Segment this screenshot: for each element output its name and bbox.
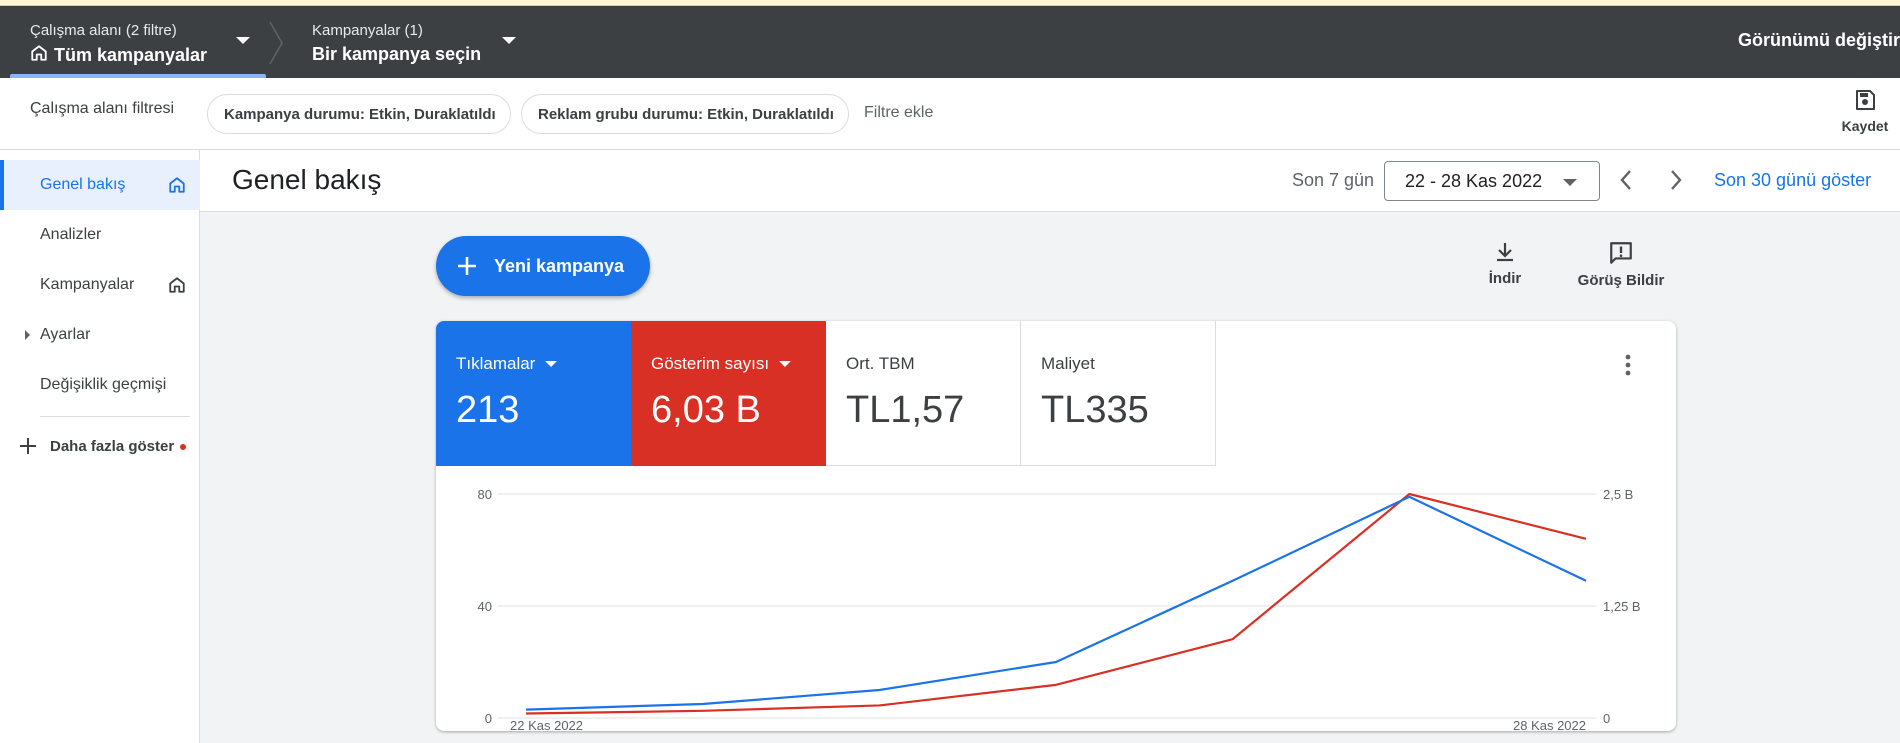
home-icon <box>30 44 48 67</box>
y-left-tick-label: 40 <box>478 599 492 614</box>
more-vert-icon[interactable] <box>1624 353 1632 377</box>
feedback-button[interactable]: Görüş Bildir <box>1566 240 1676 289</box>
show-30-days-link[interactable]: Son 30 günü göster <box>1714 170 1872 190</box>
workspace-selector[interactable]: Çalışma alanı (2 filtre) Tüm kampanyalar <box>10 6 266 78</box>
page-title: Genel bakış <box>232 164 382 195</box>
metric-impressions[interactable]: Gösterim sayısı 6,03 B <box>631 321 826 466</box>
chevron-right-icon[interactable] <box>1668 168 1684 192</box>
metric-name: Maliyet <box>1041 354 1095 373</box>
download-label: İndir <box>1488 270 1522 287</box>
chevron-down-icon <box>236 37 250 44</box>
performance-card: Tıklamalar 213 Gösterim sayısı 6,03 B Or… <box>436 321 1676 731</box>
sidebar-item-change-history[interactable]: Değişiklik geçmişi <box>0 360 200 410</box>
breadcrumb-separator-icon <box>269 21 283 65</box>
y-left-tick-label: 0 <box>485 711 492 726</box>
series-line <box>525 492 1587 715</box>
caret-down-icon <box>545 361 558 367</box>
y-right-tick-label: 0 <box>1603 711 1610 726</box>
y-left-tick-label: 80 <box>478 487 492 502</box>
metric-cost[interactable]: Maliyet TL335 <box>1021 321 1216 466</box>
date-range-select[interactable]: 22 - 28 Kas 2022 <box>1384 161 1600 201</box>
expand-arrow-icon <box>25 330 30 340</box>
workspace-subtitle: Çalışma alanı (2 filtre) <box>30 22 177 39</box>
home-icon <box>168 276 186 299</box>
page-header: Genel bakış Son 7 gün 22 - 28 Kas 2022 S… <box>200 150 1900 212</box>
plus-icon <box>20 438 36 454</box>
sidebar-item-label: Genel bakış <box>40 176 126 193</box>
date-range-label: Son 7 gün <box>1292 170 1375 190</box>
feedback-icon <box>1610 242 1632 264</box>
filter-label: Çalışma alanı filtresi <box>30 100 175 117</box>
add-filter-button[interactable]: Filtre ekle <box>864 104 934 121</box>
new-campaign-button[interactable]: Yeni kampanya <box>436 236 650 296</box>
campaign-subtitle: Kampanyalar (1) <box>312 22 423 39</box>
workspace-title-text: Tüm kampanyalar <box>54 45 208 65</box>
series-line <box>525 495 1587 711</box>
chevron-down-icon <box>1563 179 1577 186</box>
chevron-left-icon[interactable] <box>1618 168 1634 192</box>
sidebar-item-label: Kampanyalar <box>40 276 135 293</box>
top-strip <box>0 0 1900 6</box>
save-button[interactable]: Kaydet <box>1830 88 1900 144</box>
save-icon <box>1856 90 1875 110</box>
metric-value: TL1,57 <box>846 389 965 431</box>
sidebar-item-overview[interactable]: Genel bakış <box>0 160 200 210</box>
download-icon <box>1497 243 1513 262</box>
save-label: Kaydet <box>1841 118 1889 134</box>
metric-value: 213 <box>456 389 520 431</box>
metric-clicks[interactable]: Tıklamalar 213 <box>436 321 631 466</box>
metric-avg-cpc[interactable]: Ort. TBM TL1,57 <box>826 321 1021 466</box>
y-right-tick-label: 2,5 B <box>1603 487 1633 502</box>
adgroup-status-chip[interactable]: Reklam grubu durumu: Etkin, Duraklatıldı <box>521 94 849 134</box>
sidebar-divider <box>40 416 190 417</box>
metric-name: Gösterim sayısı <box>651 354 792 374</box>
performance-chart: 0 40 80 0 1,25 B 2,5 B 22 Kas 2022 28 Kas 2022 <box>478 487 1641 731</box>
plus-icon <box>458 257 476 275</box>
sidebar-item-settings[interactable]: Ayarlar <box>0 310 200 360</box>
active-underline <box>10 74 266 78</box>
sidebar-item-label: Ayarlar <box>40 326 91 343</box>
metric-value: 6,03 B <box>651 389 761 431</box>
feedback-label: Görüş Bildir <box>1577 272 1665 289</box>
campaign-title-text: Bir kampanya seçin <box>312 44 482 64</box>
metric-name-text: Tıklamalar <box>456 354 536 373</box>
metric-name: Tıklamalar <box>456 354 558 374</box>
download-button[interactable]: İndir <box>1480 240 1530 287</box>
show-more-button[interactable]: Daha fazla göster <box>0 422 200 472</box>
metric-value: TL335 <box>1041 389 1149 431</box>
campaign-status-chip[interactable]: Kampanya durumu: Etkin, Duraklatıldı <box>207 94 511 134</box>
date-range-value: 22 - 28 Kas 2022 <box>1405 170 1543 191</box>
campaign-title: Bir kampanya seçin <box>312 44 481 65</box>
campaign-selector[interactable]: Kampanyalar (1) Bir kampanya seçin <box>280 6 540 78</box>
y-right-tick-label: 1,25 B <box>1603 599 1641 614</box>
sidebar-item-label: Değişiklik geçmişi <box>40 376 167 393</box>
notification-dot <box>180 444 186 450</box>
view-toggle-button[interactable]: Görünümü değiştir <box>1738 30 1900 50</box>
sidebar-item-campaigns[interactable]: Kampanyalar <box>0 260 200 310</box>
sidebar: Genel bakış Analizler Kampanyalar Ayarla… <box>0 150 200 743</box>
x-tick-label: 22 Kas 2022 <box>510 718 583 731</box>
show-more-label: Daha fazla göster <box>50 438 175 455</box>
sidebar-item-label: Analizler <box>40 226 102 243</box>
x-tick-label: 28 Kas 2022 <box>1513 718 1586 731</box>
metric-name-text: Gösterim sayısı <box>651 354 770 373</box>
top-header: Çalışma alanı (2 filtre) Tüm kampanyalar… <box>0 6 1900 78</box>
sidebar-item-insights[interactable]: Analizler <box>0 210 200 260</box>
caret-down-icon <box>779 361 792 367</box>
home-icon <box>168 176 186 199</box>
chevron-down-icon <box>502 37 516 44</box>
filter-bar: Çalışma alanı filtresi Kampanya durumu: … <box>0 78 1900 150</box>
metric-name: Ort. TBM <box>846 354 915 373</box>
new-campaign-label: Yeni kampanya <box>494 255 625 276</box>
workspace-title: Tüm kampanyalar <box>30 44 207 67</box>
